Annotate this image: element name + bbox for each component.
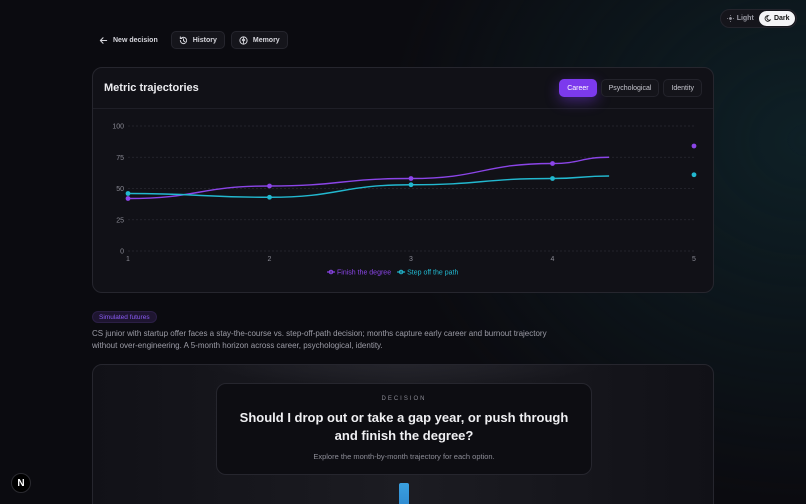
light-label: Light [736, 15, 754, 22]
data-point[interactable] [267, 183, 272, 189]
scenario-summary: CS junior with startup offer faces a sta… [92, 329, 547, 350]
data-point[interactable] [408, 176, 414, 181]
moon-icon [764, 15, 771, 22]
tab-psychological[interactable]: Psychological [600, 79, 660, 97]
memory-label: Memory [252, 36, 280, 44]
arrow-left-icon [99, 36, 108, 44]
y-tick-label: 100 [112, 124, 124, 131]
light-theme-button[interactable]: Light [722, 11, 759, 26]
app-logo[interactable]: N [11, 473, 31, 493]
legend-marker-icon [398, 269, 404, 275]
new-decision-label: New decision [113, 36, 158, 44]
y-tick-label: 0 [120, 249, 124, 256]
y-tick-label: 50 [116, 186, 124, 193]
dark-theme-button[interactable]: Dark [758, 11, 795, 26]
y-tick-label: 75 [116, 155, 124, 162]
memory-button[interactable]: Memory [230, 31, 288, 49]
metric-tabs: Career Psychological Identity [559, 79, 702, 97]
line-chart: 0 25 50 75 100 1 2 3 4 5 Finish the degree Step off… [112, 124, 697, 277]
tab-career[interactable]: Career [559, 79, 597, 97]
history-label: History [192, 36, 217, 44]
history-button[interactable]: History [170, 31, 225, 49]
decision-flow-card: DECISION Should I drop out or take a gap… [92, 364, 714, 504]
legend-marker-icon [328, 269, 334, 275]
decision-label: DECISION [381, 396, 427, 402]
data-point[interactable] [125, 191, 131, 196]
metric-trajectories-card: Metric trajectories Career Psychological… [92, 67, 714, 293]
legend-label[interactable]: Step off the path [407, 270, 458, 277]
x-tick-label: 1 [126, 256, 130, 263]
data-point[interactable] [408, 182, 414, 188]
brain-icon [239, 35, 248, 45]
tab-identity[interactable]: Identity [663, 79, 702, 97]
data-point[interactable] [125, 196, 131, 201]
new-decision-button[interactable]: New decision [92, 31, 165, 49]
top-nav: New decision History Memory [92, 31, 288, 49]
sun-icon [726, 15, 734, 22]
theme-toggle: Light Dark [720, 9, 797, 28]
branch-connector [399, 483, 409, 504]
history-icon [179, 35, 187, 44]
x-tick-label: 4 [551, 256, 555, 263]
data-point[interactable] [550, 176, 555, 181]
series-line [127, 156, 610, 200]
data-point[interactable] [550, 161, 555, 166]
dark-label: Dark [773, 15, 790, 22]
simulated-futures-badge: Simulated futures [92, 311, 157, 323]
legend-label[interactable]: Finish the degree [337, 270, 391, 277]
decision-question: Should I drop out or take a gap year, or… [239, 410, 569, 443]
data-point[interactable] [691, 143, 697, 149]
data-point[interactable] [691, 172, 697, 178]
x-tick-label: 2 [268, 256, 272, 263]
card-title: Metric trajectories [104, 82, 199, 94]
decision-subtitle: Explore the month-by-month trajectory fo… [313, 452, 495, 461]
x-tick-label: 5 [692, 256, 696, 263]
data-point[interactable] [267, 194, 272, 200]
decision-node[interactable]: DECISION Should I drop out or take a gap… [216, 383, 592, 475]
y-tick-label: 25 [116, 217, 124, 224]
x-tick-label: 3 [409, 256, 413, 263]
